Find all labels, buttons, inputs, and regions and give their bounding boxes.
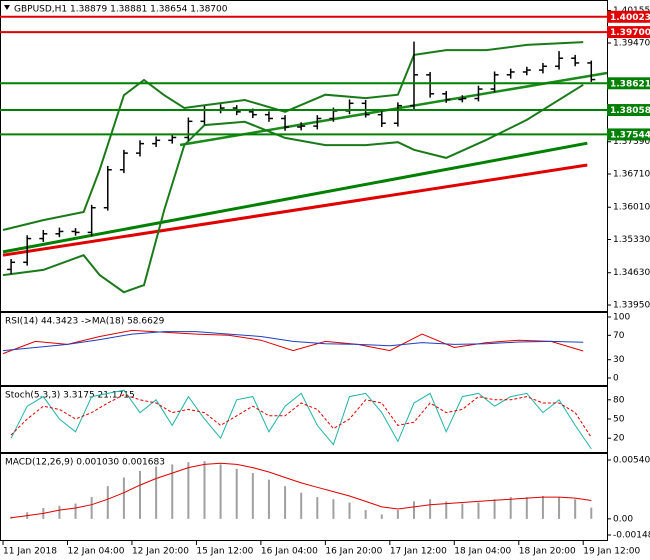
level-label: 1.38621: [610, 79, 650, 89]
x-tick-label: 18 Jan 04:00: [454, 547, 511, 557]
level-label: 1.37544: [610, 130, 650, 140]
histogram-bar: [284, 486, 287, 519]
histogram-bar: [525, 497, 528, 519]
histogram-bar: [58, 505, 61, 519]
histogram-bar: [364, 510, 367, 519]
histogram-bar: [74, 503, 77, 519]
histogram-bar: [541, 495, 544, 519]
histogram-bar: [251, 473, 254, 519]
histogram-bar: [590, 507, 593, 519]
y-tick-label: 70: [613, 331, 625, 341]
histogram-bar: [300, 492, 303, 519]
histogram-bar: [267, 479, 270, 519]
histogram-bar: [558, 497, 561, 519]
indicator-line: [2, 41, 584, 231]
histogram-bar: [477, 502, 480, 519]
histogram-bar: [574, 499, 577, 519]
indicator-line: [2, 83, 584, 294]
x-tick-label: 16 Jan 20:00: [325, 547, 382, 557]
indicator-line: [2, 163, 588, 257]
y-tick-label: 0.00: [613, 514, 633, 524]
y-tick-label: 1.33950: [613, 301, 650, 311]
panel-title: MACD(12,26,9) 0.001030 0.001683: [5, 458, 165, 468]
y-tick-label: 0: [613, 374, 619, 384]
signal-line: [11, 462, 592, 519]
x-tick-label: 12 Jan 20:00: [132, 547, 189, 557]
indicator-line: [2, 331, 584, 352]
level-label: 1.38058: [610, 106, 650, 116]
collapse-icon: [4, 5, 10, 10]
x-tick-label: 12 Jan 04:00: [67, 547, 124, 557]
level-label-box: [607, 104, 650, 117]
x-tick-label: 19 Jan 12:00: [583, 547, 640, 557]
histogram-bar: [316, 497, 319, 519]
histogram-bar: [155, 466, 158, 519]
level-label-box: [607, 26, 650, 39]
x-tick-label: 18 Jan 20:00: [519, 547, 576, 557]
level-label-box: [607, 77, 650, 90]
histogram-bar: [139, 470, 142, 519]
histogram-bar: [429, 499, 432, 519]
y-tick-label: 1.34630: [613, 268, 650, 278]
y-tick-label: 0.005402: [613, 456, 650, 466]
level-label: 1.40023: [610, 13, 650, 23]
histogram-bar: [219, 464, 222, 519]
histogram-bar: [396, 510, 399, 519]
histogram-bar: [90, 497, 93, 519]
x-tick-label: 17 Jan 12:00: [390, 547, 447, 557]
indicator-line: [2, 329, 584, 355]
histogram-bar: [122, 477, 125, 519]
rsi-panel: [0, 312, 608, 386]
histogram-bar: [445, 501, 448, 519]
histogram-bar: [10, 516, 13, 519]
y-tick-label: -0.001483: [613, 531, 650, 541]
histogram-bar: [203, 461, 206, 519]
y-tick-label: 1.36710: [613, 170, 650, 180]
y-tick-label: 1.37390: [613, 137, 650, 147]
y-tick-label: 80: [613, 395, 625, 405]
indicator-line: [2, 141, 588, 254]
histogram-bar: [348, 502, 351, 519]
histogram-bar: [171, 464, 174, 519]
y-tick-label: 1.35330: [613, 235, 650, 245]
y-tick-label: 30: [613, 355, 625, 365]
histogram-bar: [461, 503, 464, 519]
histogram-bar: [493, 499, 496, 519]
panel-title: GBPUSD,H1 1.38879 1.38881 1.38654 1.3870…: [14, 5, 228, 15]
panel-title: Stoch(5,3,3) 3.3175 21.1715: [5, 391, 135, 401]
trend-line: [179, 71, 608, 147]
histogram-bar: [509, 497, 512, 519]
x-tick-label: 15 Jan 12:00: [196, 547, 253, 557]
y-tick-label: 1.39470: [613, 39, 650, 49]
y-tick-label: 50: [613, 415, 625, 425]
indicator-line: [10, 389, 592, 450]
y-tick-label: 20: [613, 434, 625, 444]
x-tick-label: 16 Jan 04:00: [261, 547, 318, 557]
y-tick-label: 100: [613, 313, 630, 323]
indicator-line: [10, 394, 592, 438]
macd-panel: [0, 453, 608, 541]
histogram-bar: [332, 499, 335, 519]
histogram-bar: [380, 514, 383, 519]
level-label-box: [607, 128, 650, 141]
histogram-bar: [187, 462, 190, 519]
histogram-bar: [106, 486, 109, 519]
level-label-box: [607, 10, 650, 23]
level-label: 1.39700: [610, 28, 650, 38]
histogram-bar: [413, 501, 416, 519]
x-tick-label: 11 Jan 2018: [3, 547, 57, 557]
main-panel: [0, 0, 608, 312]
panel-title: RSI(14) 44.3423 ->MA(18) 58.6629: [5, 317, 165, 327]
y-tick-label: 1.36010: [613, 203, 650, 213]
histogram-bar: [235, 468, 238, 519]
